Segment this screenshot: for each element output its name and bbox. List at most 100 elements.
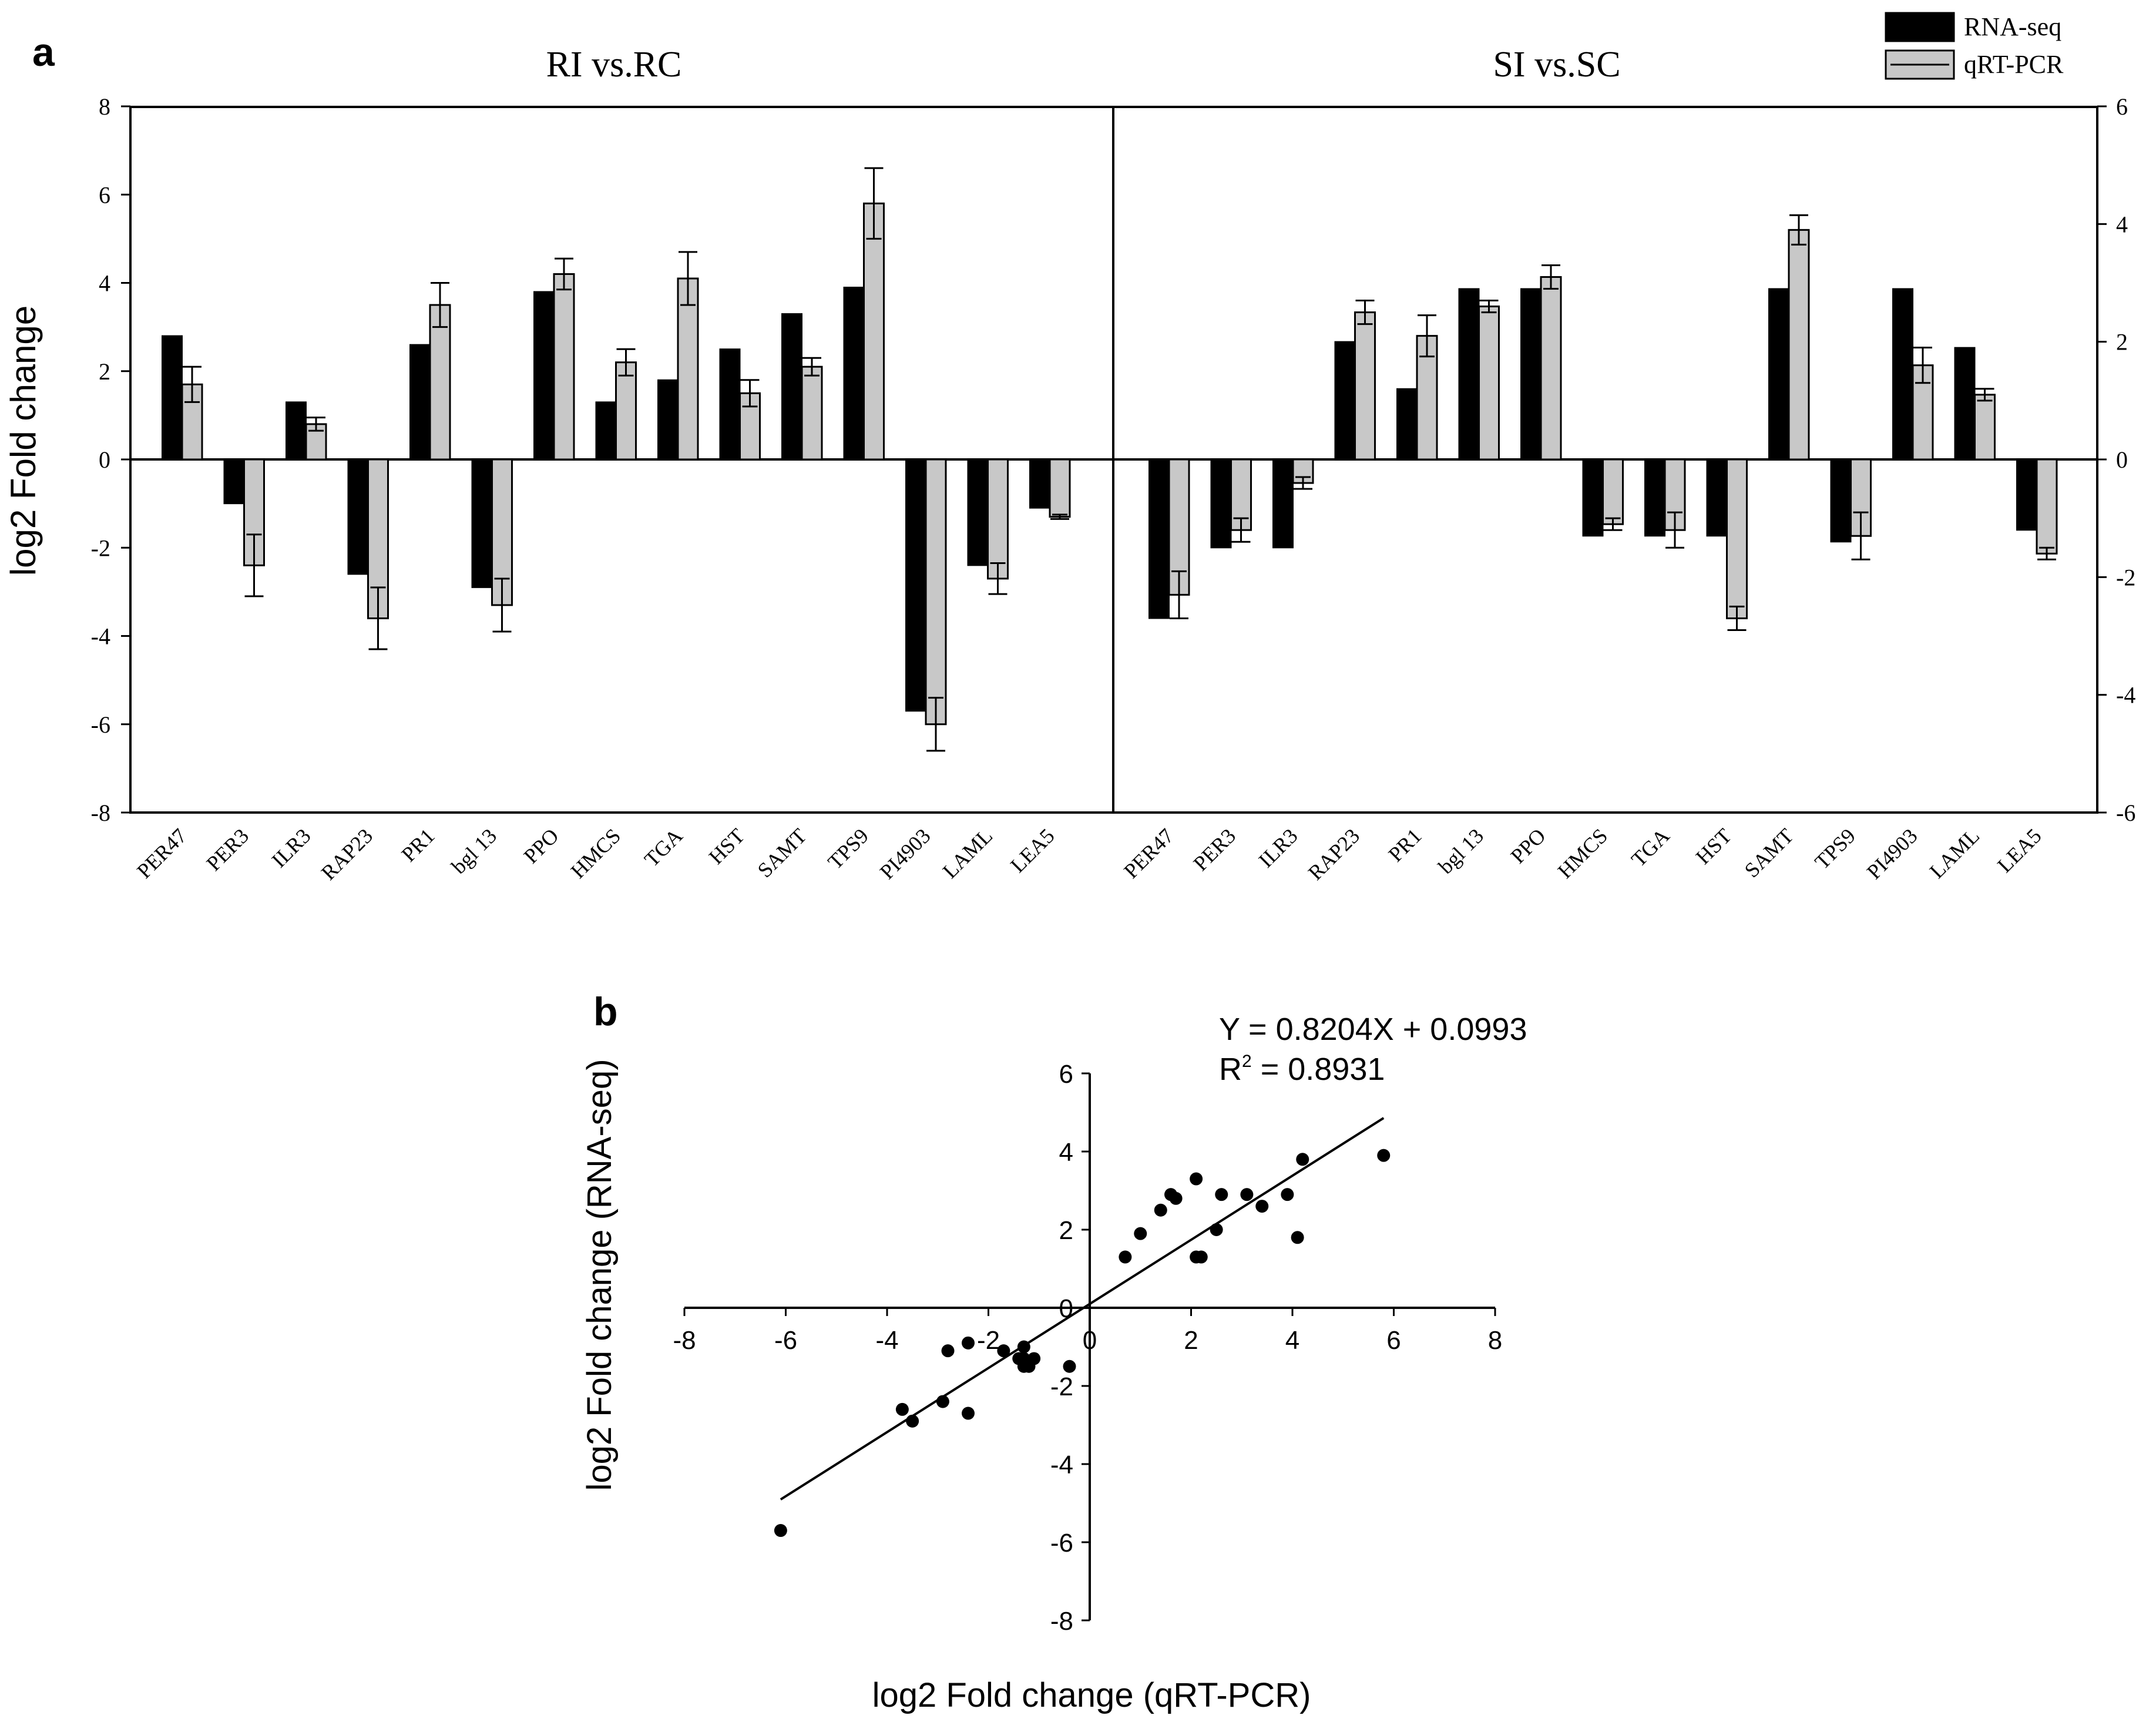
scatter-y-tick-label--2: -2 — [1050, 1372, 1073, 1401]
left-y-tick-label-6: 6 — [99, 182, 110, 208]
left-bar-rna-seq-tps9 — [843, 287, 865, 460]
scatter-x-tick-label-0: 0 — [1083, 1326, 1097, 1355]
scatter-point-5 — [962, 1336, 975, 1350]
scatter-point-30 — [1377, 1149, 1391, 1162]
panel-b-scatter-plot: b Y = 0.8204X + 0.0993 R2 = 0.8931 log2 … — [580, 989, 1527, 1714]
right-y-tick-label-4: 4 — [2116, 211, 2128, 237]
left-y-tick-label-4: 4 — [99, 270, 110, 297]
scatter-point-20 — [1190, 1172, 1203, 1186]
left-bar-qrt-pcr-pi4903 — [925, 458, 947, 726]
r-squared-symbol: R — [1219, 1052, 1242, 1087]
right-bar-rna-seq-samt — [1768, 288, 1789, 460]
panel-a-y-axis-label: log2 Fold change — [4, 306, 43, 576]
right-y-tick-label--4: -4 — [2116, 682, 2135, 709]
regression-equation: Y = 0.8204X + 0.0993 — [1219, 1012, 1527, 1047]
right-bar-rna-seq-pi4903 — [1892, 288, 1913, 460]
left-bar-rna-seq-ilr3 — [286, 401, 307, 461]
right-y-tick-label-0: 0 — [2116, 447, 2128, 473]
right-bar-rna-seq-ppo — [1520, 288, 1542, 460]
scatter-point-4 — [941, 1344, 955, 1358]
r-squared: R2 = 0.8931 — [1219, 1052, 1385, 1087]
right-bar-qrt-pcr-hmcs — [1602, 458, 1624, 525]
right-chart-title: SI vs.SC — [1493, 45, 1620, 85]
left-bar-rna-seq-samt — [781, 313, 802, 461]
scatter-point-27 — [1281, 1188, 1294, 1201]
scatter-point-29 — [1296, 1153, 1309, 1166]
left-y-tick-label--6: -6 — [91, 711, 110, 738]
left-bar-rna-seq-laml — [967, 459, 989, 566]
left-bar-rna-seq-hmcs — [595, 401, 617, 461]
left-bar-rna-seq-tga — [657, 379, 679, 461]
panel-b-y-axis-label: log2 Fold change (RNA-seq) — [580, 1059, 619, 1491]
left-y-tick-label-0: 0 — [99, 447, 110, 473]
left-y-ticks: -8 -6 -4 -2 0 2 4 6 8 — [91, 93, 130, 826]
scatter-x-tick-label--4: -4 — [875, 1326, 898, 1355]
scatter-points — [774, 1149, 1391, 1538]
scatter-point-16 — [1134, 1227, 1147, 1240]
panel-b-label: b — [593, 989, 618, 1034]
scatter-y-tick-label--4: -4 — [1050, 1451, 1073, 1479]
right-bar-rna-seq-rap23 — [1334, 341, 1356, 461]
scatter-y-tick-label-4: 4 — [1059, 1138, 1073, 1167]
legend-label-rna-seq: RNA-seq — [1964, 12, 2061, 41]
right-bar-qrt-pcr-ppo — [1540, 276, 1562, 461]
left-bar-rna-seq-ppo — [533, 291, 555, 460]
right-bar-rna-seq-hst — [1706, 459, 1728, 537]
scatter-point-24 — [1215, 1188, 1228, 1201]
scatter-point-10 — [1017, 1340, 1030, 1354]
scatter-point-19 — [1169, 1191, 1183, 1205]
scatter-y-tick-label--8: -8 — [1050, 1607, 1073, 1636]
left-y-tick-label--2: -2 — [91, 535, 110, 561]
right-bar-rna-seq-pr1 — [1396, 388, 1418, 460]
scatter-y-tick-label-2: 2 — [1059, 1216, 1073, 1245]
right-bar-rna-seq-ilr3 — [1272, 459, 1294, 549]
left-bar-rna-seq-pr1 — [409, 344, 431, 460]
scatter-y-tick-label-6: 6 — [1059, 1060, 1073, 1089]
left-bar-rna-seq-hst — [719, 348, 741, 460]
right-bar-qrt-pcr-bgl-13 — [1478, 306, 1500, 461]
right-bar-qrt-pcr-samt — [1788, 229, 1810, 461]
right-y-tick-label-2: 2 — [2116, 329, 2128, 355]
panel-b-x-axis-label: log2 Fold change (qRT-PCR) — [872, 1676, 1311, 1714]
right-bar-qrt-pcr-rap23 — [1354, 311, 1376, 461]
left-bar-qrt-pcr-samt — [801, 365, 823, 461]
right-bar-rna-seq-per3 — [1210, 459, 1232, 549]
scatter-point-3 — [936, 1395, 949, 1408]
scatter-x-tick-label--2: -2 — [977, 1326, 1000, 1355]
left-bar-qrt-pcr-tps9 — [863, 202, 885, 461]
scatter-y-tick-label--6: -6 — [1050, 1529, 1073, 1557]
scatter-x-tick-label--6: -6 — [774, 1326, 797, 1355]
panel-a-label: a — [32, 30, 55, 75]
regression-line — [780, 1117, 1385, 1501]
left-bar-qrt-pcr-hmcs — [615, 361, 637, 461]
left-y-tick-label-8: 8 — [99, 93, 110, 120]
left-bar-rna-seq-lea5 — [1029, 459, 1050, 509]
right-bar-rna-seq-hmcs — [1582, 459, 1604, 537]
left-bar-qrt-pcr-lea5 — [1049, 458, 1071, 518]
left-bar-rna-seq-per47 — [162, 335, 183, 461]
scatter-point-6 — [962, 1407, 975, 1420]
right-bar-rna-seq-tga — [1644, 459, 1665, 537]
right-y-tick-label-6: 6 — [2116, 93, 2128, 120]
scatter-point-2 — [906, 1414, 919, 1428]
left-bar-qrt-pcr-ppo — [553, 273, 575, 461]
right-bar-qrt-pcr-lea5 — [2036, 458, 2058, 555]
scatter-x-tick-label-6: 6 — [1386, 1326, 1401, 1355]
legend-label-qrt-pcr: qRT-PCR — [1964, 50, 2064, 79]
legend-swatch-rna-seq — [1885, 12, 1955, 42]
scatter-x-tick-label--8: -8 — [673, 1326, 696, 1355]
right-bars — [1148, 214, 2058, 631]
scatter-point-23 — [1210, 1223, 1223, 1236]
left-bar-rna-seq-pi4903 — [905, 459, 926, 712]
left-bar-qrt-pcr-pr1 — [429, 304, 451, 461]
right-bar-rna-seq-tps9 — [1830, 459, 1852, 543]
right-bar-rna-seq-bgl-13 — [1458, 288, 1480, 460]
scatter-x-tick-label-8: 8 — [1488, 1326, 1502, 1355]
right-bar-qrt-pcr-hst — [1726, 458, 1748, 619]
r-squared-superscript: 2 — [1242, 1052, 1252, 1071]
legend: RNA-seq qRT-PCR — [1885, 12, 2064, 80]
right-bar-qrt-pcr-laml — [1974, 394, 1996, 461]
right-bar-rna-seq-lea5 — [2016, 459, 2037, 531]
right-bar-rna-seq-per47 — [1148, 459, 1170, 619]
